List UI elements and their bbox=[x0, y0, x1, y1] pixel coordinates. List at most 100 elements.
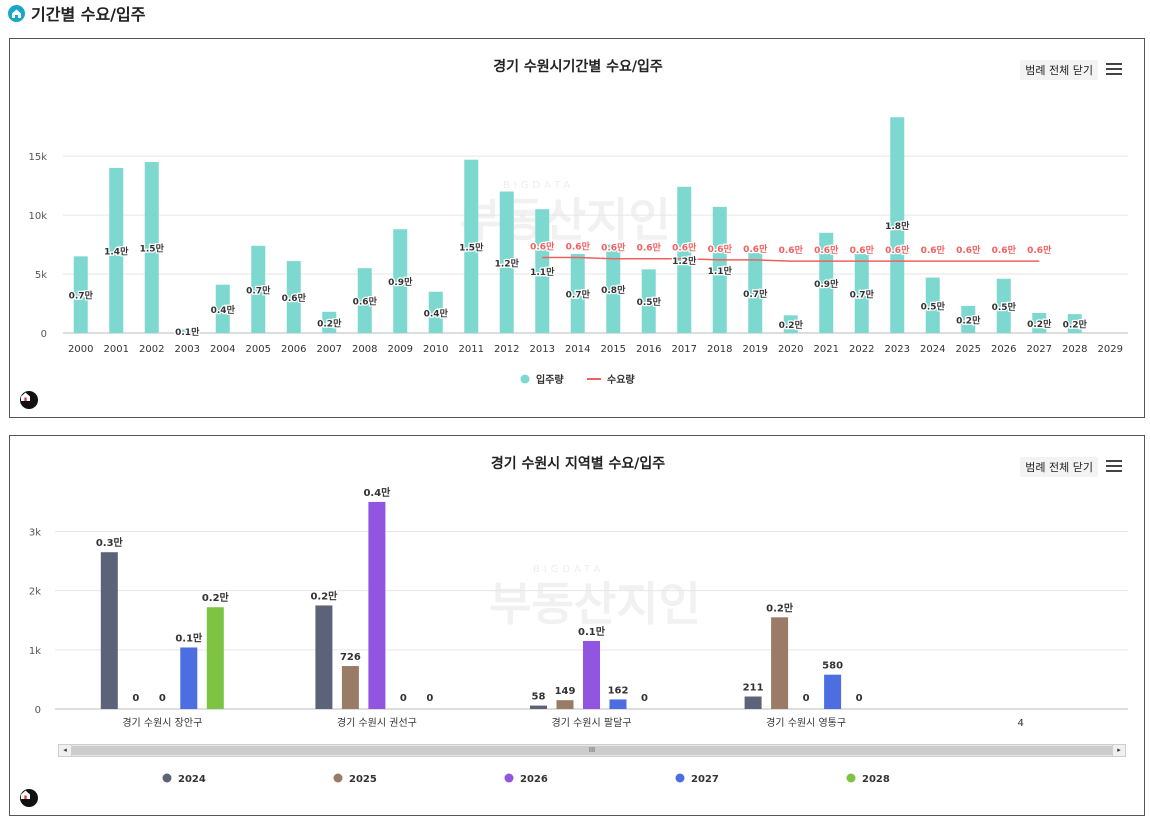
line-data-label: 0.6만 bbox=[672, 242, 697, 254]
bar-data-label: 162 bbox=[608, 685, 629, 696]
bar bbox=[1032, 312, 1047, 333]
line-data-label: 0.6만 bbox=[885, 244, 910, 256]
bar-data-label: 0 bbox=[856, 693, 863, 704]
line-data-label: 0.6만 bbox=[850, 244, 875, 256]
bar-data-label: 0.5만 bbox=[992, 301, 1017, 313]
logo-icon bbox=[20, 789, 38, 807]
bar-data-label: 1.2만 bbox=[495, 257, 520, 269]
y-tick-label: 2k bbox=[29, 587, 41, 598]
scroll-thumb[interactable]: III bbox=[72, 746, 1112, 755]
bar-data-label: 0.2만 bbox=[956, 314, 981, 326]
bar-data-label: 0 bbox=[132, 693, 139, 704]
chart-panel-period: BIGDATA 부동산지인 경기 수원시기간별 수요/입주 0 5k 10k 15k 2000… bbox=[9, 38, 1145, 418]
bar-data-label: 1.5만 bbox=[459, 241, 484, 253]
bar-data-label: 0.6만 bbox=[282, 292, 307, 304]
bar-data-label: 211 bbox=[743, 683, 764, 694]
watermark-text: 부동산지인 bbox=[459, 193, 671, 247]
x-tick-label: 2009 bbox=[388, 344, 413, 355]
legend-toggle-button[interactable]: 범례 전체 닫기 bbox=[1020, 457, 1098, 477]
bar-data-label: 0.2만 bbox=[1027, 318, 1052, 330]
period-chart: BIGDATA 부동산지인 경기 수원시기간별 수요/입주 0 5k 10k 15k 2000… bbox=[28, 58, 1128, 386]
bar-data-label: 0.6만 bbox=[353, 296, 378, 308]
bar bbox=[535, 209, 550, 333]
chart-panel-region: BIGDATA 부동산지인 경기 수원시 지역별 수요/입주 0 1k 2k 3k 경기 수원… bbox=[9, 435, 1145, 816]
x-tick-label: 2004 bbox=[210, 344, 235, 355]
bar bbox=[499, 191, 514, 333]
bar-data-label: 0.7만 bbox=[850, 289, 875, 301]
logo-icon bbox=[20, 391, 38, 409]
bar-data-label: 0.1만 bbox=[175, 326, 200, 338]
x-tick-label: 2023 bbox=[885, 344, 910, 355]
bar-data-label: 58 bbox=[532, 692, 546, 703]
x-tick-label: 2017 bbox=[672, 344, 697, 355]
bar-data-label: 0.4만 bbox=[211, 304, 236, 316]
x-tick-label: 2024 bbox=[920, 344, 945, 355]
line-data-label: 0.6만 bbox=[921, 244, 946, 256]
bar bbox=[677, 186, 692, 333]
x-tick-label: 2007 bbox=[317, 344, 342, 355]
bar bbox=[368, 501, 386, 709]
y-tick-label: 15k bbox=[28, 152, 47, 163]
line-data-label: 0.6만 bbox=[743, 243, 768, 255]
bar bbox=[824, 674, 842, 709]
section-header: 기간별 수요/입주 bbox=[8, 2, 145, 24]
bar-data-label: 580 bbox=[822, 661, 843, 672]
watermark-small: BIGDATA bbox=[533, 564, 604, 575]
chart-scrollbar[interactable]: ◂ III ▸ bbox=[58, 744, 1126, 757]
legend-label: 2024 bbox=[178, 774, 206, 785]
scroll-left-icon[interactable]: ◂ bbox=[59, 745, 72, 756]
bar-data-label: 0 bbox=[400, 693, 407, 704]
bar bbox=[180, 647, 198, 709]
y-tick-label: 1k bbox=[29, 646, 41, 657]
x-tick-label: 경기 수원시 권선구 bbox=[337, 716, 417, 729]
chart-title: 경기 수원시 지역별 수요/입주 bbox=[491, 455, 665, 472]
bar-data-label: 1.1만 bbox=[530, 266, 555, 278]
bar-data-label: 0.7만 bbox=[69, 290, 94, 302]
x-tick-label: 경기 수원시 장안구 bbox=[122, 716, 202, 729]
bar bbox=[890, 117, 905, 334]
bar-data-label: 1.4만 bbox=[104, 245, 129, 257]
bar-data-label: 0.5만 bbox=[637, 296, 662, 308]
bar bbox=[180, 329, 195, 333]
bar-data-label: 0 bbox=[803, 693, 810, 704]
line-data-label: 0.6만 bbox=[566, 241, 591, 253]
legend-toggle-button[interactable]: 범례 전체 닫기 bbox=[1020, 60, 1098, 80]
scroll-right-icon[interactable]: ▸ bbox=[1112, 745, 1125, 756]
x-tick-label: 2028 bbox=[1062, 344, 1087, 355]
bar bbox=[641, 269, 656, 333]
x-tick-label: 2011 bbox=[459, 344, 484, 355]
x-tick-label: 2029 bbox=[1098, 344, 1123, 355]
x-tick-label: 2018 bbox=[707, 344, 732, 355]
bar bbox=[357, 268, 372, 333]
bar-data-label: 1.2만 bbox=[672, 255, 697, 267]
y-tick-label: 0 bbox=[35, 705, 41, 716]
menu-icon[interactable] bbox=[1106, 460, 1122, 472]
bar-data-label: 0 bbox=[641, 693, 648, 704]
y-tick-label: 5k bbox=[35, 270, 47, 281]
bar bbox=[530, 705, 547, 709]
x-tick-label: 2020 bbox=[778, 344, 803, 355]
bar-data-label: 0.2만 bbox=[202, 591, 230, 604]
menu-icon[interactable] bbox=[1106, 63, 1122, 75]
bar-data-label: 0 bbox=[159, 693, 166, 704]
bar-data-label: 1.1만 bbox=[708, 265, 733, 277]
bar bbox=[464, 159, 479, 333]
legend-label: 입주량 bbox=[536, 373, 564, 386]
bar bbox=[1067, 314, 1082, 333]
y-tick-label: 3k bbox=[29, 528, 41, 539]
bar bbox=[606, 244, 621, 333]
bar-data-label: 0.4만 bbox=[424, 307, 449, 319]
bar bbox=[322, 311, 337, 333]
bar-data-label: 0.8만 bbox=[601, 284, 626, 296]
section-title: 기간별 수요/입주 bbox=[31, 5, 146, 24]
x-tick-label: 2025 bbox=[956, 344, 981, 355]
bar bbox=[251, 245, 266, 333]
x-tick-label: 2013 bbox=[530, 344, 555, 355]
bar bbox=[819, 232, 834, 333]
line-data-label: 0.6만 bbox=[530, 241, 555, 253]
x-tick-label: 2008 bbox=[352, 344, 377, 355]
legend-marker bbox=[846, 773, 856, 783]
legend-marker bbox=[675, 773, 685, 783]
bar bbox=[341, 666, 359, 709]
bar-data-label: 0.7만 bbox=[246, 284, 271, 296]
